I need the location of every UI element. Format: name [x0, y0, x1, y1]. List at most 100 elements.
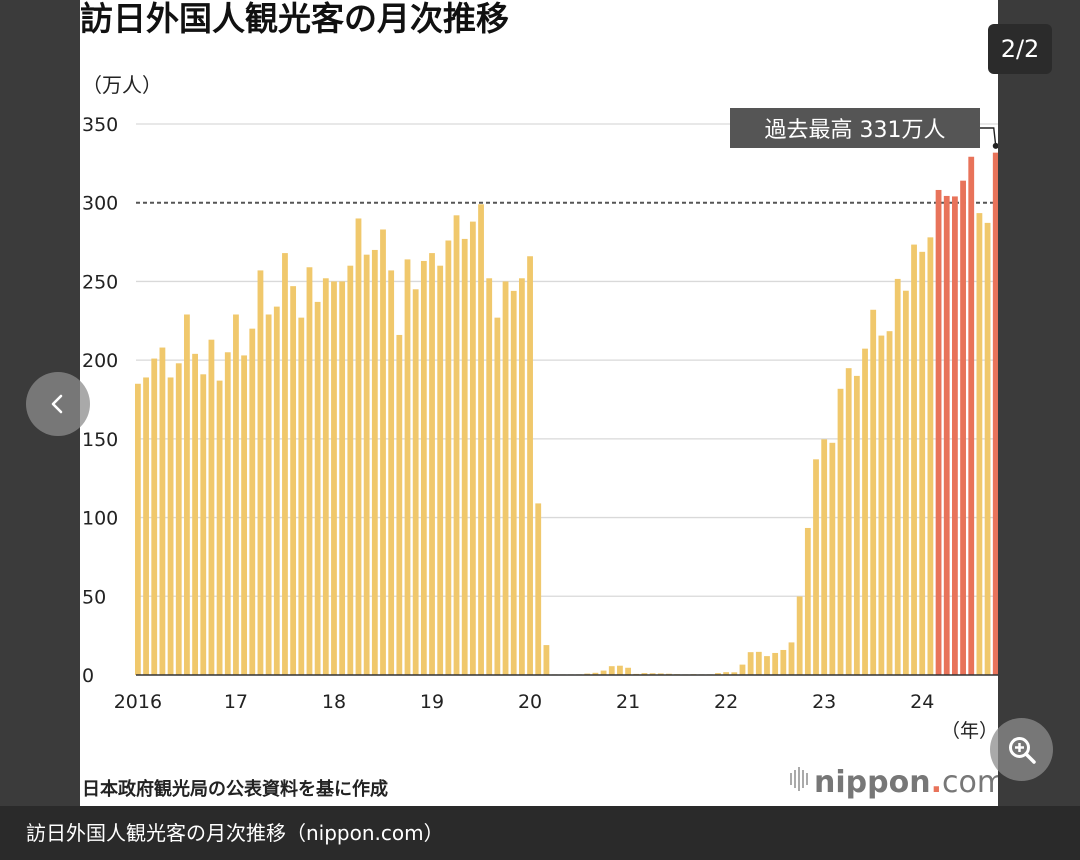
y-axis-label: （万人）: [82, 73, 162, 97]
bar: [208, 339, 215, 675]
bar: [396, 334, 403, 675]
bar: [420, 260, 427, 675]
logo-wordmark: nippon.com: [814, 765, 998, 800]
y-tick-label: 300: [82, 193, 118, 215]
chart-title: 訪日外国人観光客の月次推移: [80, 0, 509, 38]
bar: [453, 215, 460, 675]
bar: [992, 152, 998, 675]
bar: [355, 218, 362, 675]
bar: [175, 363, 182, 675]
bar: [894, 278, 901, 675]
logo-mark-bar: [798, 767, 800, 791]
bar: [960, 180, 966, 676]
bar: [952, 196, 958, 676]
logo-mark-bar: [802, 770, 804, 788]
bar: [641, 673, 648, 675]
bar-chart: 訪日外国人観光客の月次推移 （万人） 0 50 100 150 200 250 300 350 20…: [80, 0, 998, 800]
bar: [380, 229, 386, 676]
y-tick-label: 50: [82, 586, 106, 608]
bar: [388, 270, 395, 675]
bar: [502, 281, 509, 675]
bar: [976, 213, 983, 675]
annotation-leader: [980, 127, 997, 146]
bar: [747, 652, 754, 675]
bar: [878, 335, 885, 675]
x-tick-label: 19: [420, 691, 444, 713]
y-tick-label: 250: [82, 271, 118, 293]
bar: [494, 317, 501, 675]
x-tick-label: 21: [616, 691, 640, 713]
y-tick-label: 150: [82, 429, 118, 451]
bar: [902, 290, 909, 675]
bar: [723, 672, 730, 675]
bar: [870, 309, 877, 675]
bar: [184, 314, 190, 675]
bar: [412, 289, 419, 675]
bar: [282, 253, 288, 675]
bar: [968, 156, 975, 675]
bar: [167, 377, 174, 675]
bar: [837, 388, 844, 675]
bar: [788, 642, 795, 675]
bar: [755, 651, 762, 675]
x-tick-label: 20: [518, 691, 542, 713]
bar: [625, 667, 631, 675]
logo-mark-bar: [806, 773, 808, 785]
bar: [143, 377, 149, 675]
bar: [527, 256, 533, 675]
bar: [322, 278, 329, 675]
bar: [486, 278, 493, 675]
nippon-logo: nippon.com: [790, 765, 998, 800]
bar: [192, 353, 198, 675]
bar: [445, 240, 452, 675]
bar: [862, 348, 868, 675]
bar: [935, 189, 942, 675]
bar: [731, 672, 738, 675]
bar: [543, 645, 550, 675]
previous-image-button[interactable]: [26, 372, 90, 436]
bar: [796, 596, 803, 675]
bar: [200, 374, 207, 675]
bar: [772, 652, 779, 675]
bar: [739, 664, 746, 675]
bar: [429, 253, 435, 675]
bar: [224, 352, 231, 675]
bar: [886, 331, 893, 675]
image-caption: 訪日外国人観光客の月次推移（nippon.com）: [0, 806, 1080, 860]
bar: [273, 306, 280, 675]
bar: [943, 195, 950, 675]
bar: [314, 301, 321, 675]
bar: [469, 221, 476, 676]
bar: [404, 259, 411, 675]
bar: [363, 254, 370, 676]
bar: [518, 278, 525, 675]
bar: [298, 317, 305, 675]
bar: [984, 222, 991, 675]
bar: [216, 380, 223, 675]
bar: [290, 286, 297, 675]
bar: [919, 251, 926, 675]
bar: [592, 672, 599, 675]
zoom-in-button[interactable]: [990, 718, 1053, 781]
chevron-left-icon: [51, 394, 63, 414]
bar: [437, 265, 444, 675]
y-tick-label: 0: [82, 665, 94, 687]
annotation-box: [730, 108, 980, 148]
bar: [265, 314, 272, 675]
bar: [233, 314, 239, 675]
y-tick-label: 350: [82, 114, 118, 136]
bar: [804, 527, 811, 675]
x-tick-label: 18: [322, 691, 346, 713]
x-tick-label: 24: [910, 691, 934, 713]
annotation-label: 過去最高 331万人: [765, 118, 946, 143]
bar: [608, 666, 615, 675]
bar: [927, 237, 934, 675]
x-axis-label: （年）: [941, 720, 998, 742]
chart-image: 訪日外国人観光客の月次推移 （万人） 0 50 100 150 200 250 300 350 20…: [80, 0, 998, 806]
bar: [845, 368, 852, 675]
annotation-dot: [992, 142, 998, 149]
bar: [371, 249, 378, 675]
bar: [821, 439, 828, 675]
bar: [478, 204, 484, 676]
bar: [151, 358, 158, 675]
